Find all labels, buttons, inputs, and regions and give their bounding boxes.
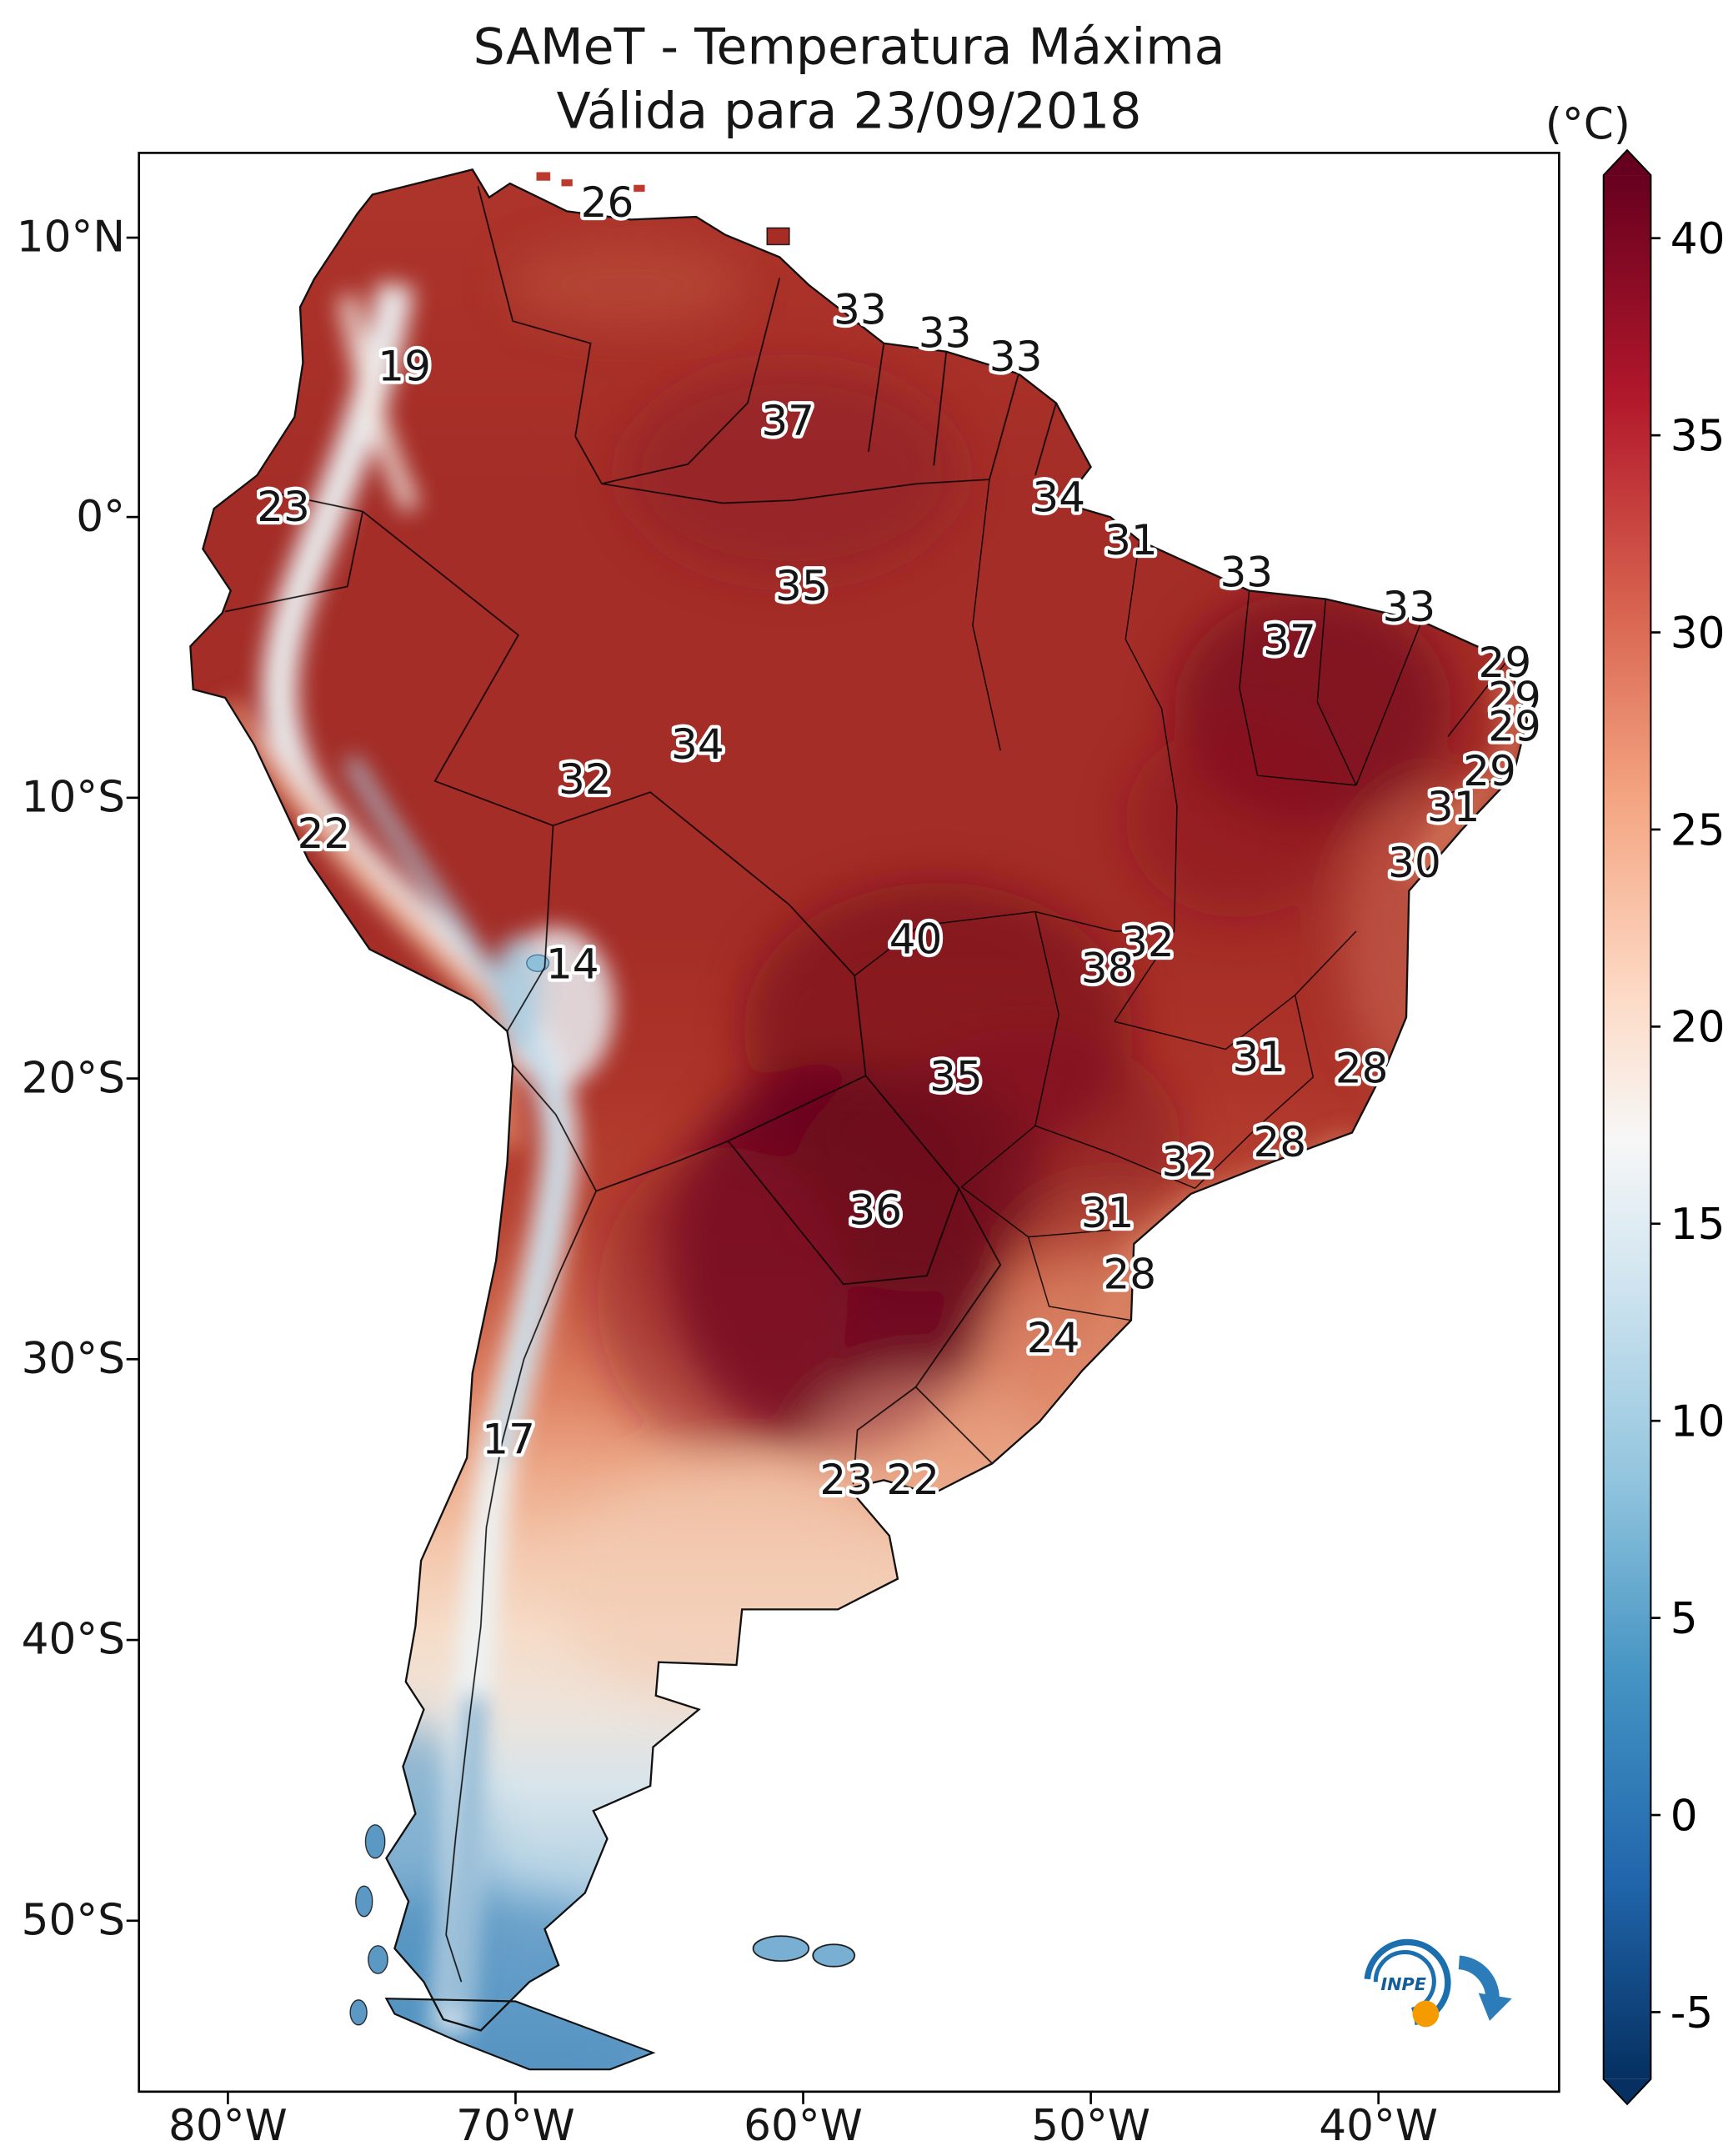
temperature-value-label: 32 [1161,1137,1215,1186]
y-axis-tick-label: 10°S [21,772,126,823]
temperature-value-label: 35 [775,562,829,610]
islands-and-lakes [349,172,856,2026]
falkland-islands [752,1935,810,1962]
temperature-value-label: 34 [671,720,724,769]
y-axis-tick-label: 30°S [21,1334,126,1385]
temperature-value-label: 23 [819,1456,873,1504]
colorbar-tick-label: 10 [1670,1397,1723,1447]
temperature-value-label: 37 [1263,616,1316,664]
colorbar-tick-label: 0 [1670,1791,1698,1841]
plot-frame [138,152,1560,2093]
inpe-logo-text: INPE [1380,1974,1426,1994]
colorbar-tick-label: 15 [1670,1200,1723,1250]
temperature-value-label: 14 [546,940,599,989]
temperature-value-label: 31 [1232,1033,1285,1081]
temperature-value-label: 37 [761,397,814,445]
inpe-logo-arrow [1458,1955,1500,2003]
figure-title: SAMeT - Temperatura Máxima [473,19,1225,77]
temperature-value-label: 31 [1104,516,1158,564]
temperature-value-label: 33 [989,333,1043,381]
temperature-value-label: 31 [1081,1189,1134,1237]
temperature-value-label: 30 [1388,839,1441,887]
temperature-value-label: 19 [378,343,431,391]
colorbar-tick-label: -5 [1670,1988,1714,2038]
y-axis-tick-label: 50°S [21,1895,126,1946]
state-borders [854,479,1514,1321]
tierra-del-fuego-outline [384,1998,656,2071]
colorbar-tick-label: 35 [1670,411,1723,461]
temperature-value-label: 32 [1121,918,1175,966]
temperature-value-label: 38 [1081,945,1134,993]
colorbar-gradient-bar [1603,175,1651,2079]
temperature-value-label: 35 [929,1053,983,1101]
colorbar-ticks: 40 35 30 25 20 15 10 5 0 -5 [1650,214,1723,2038]
x-axis-tick-label: 70°W [456,2101,575,2152]
falkland-islands [812,1943,856,1968]
temperature-value-label: 40 [889,915,943,964]
colorbar-tick-label: 20 [1670,1003,1723,1053]
temperature-value-label: 31 [1427,783,1480,831]
y-axis-tick-label: 0° [76,492,126,543]
country-borders [224,186,1057,1983]
y-axis-tick-label: 40°S [21,1615,126,1666]
temperature-value-label: 34 [1032,473,1085,521]
figure-subtitle: Válida para 23/09/2018 [556,83,1142,141]
colorbar-tick-label: 40 [1670,214,1723,264]
colorbar-top-arrow [1603,150,1651,176]
temperature-value-label: 33 [919,309,972,358]
temperature-value-label: 24 [1027,1314,1080,1362]
colorbar: 40 35 30 25 20 15 10 5 0 -5 [1602,148,1723,2106]
temperature-value-label: 33 [834,285,887,333]
temperature-value-label: 28 [1103,1250,1156,1298]
x-axis-tick-label: 40°W [1319,2101,1439,2152]
temperature-value-label: 29 [1488,703,1541,751]
continent-outline [189,168,1529,2032]
axis-tick-marks [126,236,1380,2104]
colorbar-outline [1602,148,1652,2106]
temperature-value-label: 26 [581,178,634,227]
temperature-value-label: 29 [1479,639,1532,687]
x-axis-tick-label: 60°W [744,2101,863,2152]
x-axis-tick-label: 50°W [1031,2101,1150,2152]
x-axis-tick-label: 80°W [168,2101,288,2152]
lake-titicaca [526,954,550,972]
temperature-value-label: 23 [257,483,310,531]
temperature-value-label: 28 [1335,1045,1389,1093]
y-axis-tick-label: 10°N [16,213,126,263]
inpe-logo: INPE [1364,1938,1512,2028]
temperature-value-label: 29 [1488,674,1541,722]
temperature-value-label: 33 [1383,583,1436,631]
colorbar-bottom-arrow [1603,2078,1651,2104]
y-axis-tick-label: 20°S [21,1053,126,1104]
colorbar-tick-label: 30 [1670,609,1723,659]
colorbar-unit-label: (°C) [1545,100,1630,151]
temperature-value-label: 36 [849,1186,902,1235]
colorbar-tick-label: 5 [1670,1594,1698,1644]
temperature-value-label: 33 [1220,548,1273,596]
temperature-value-label: 28 [1253,1118,1306,1166]
colorbar-tick-label: 25 [1670,805,1723,855]
temperature-value-label: 32 [558,755,612,804]
inpe-logo-orange-dot [1412,2000,1440,2028]
temperature-value-label: 29 [1463,747,1516,795]
temperature-value-label: 17 [482,1416,535,1464]
temperature-field [190,169,1528,2070]
temperature-value-label: 22 [886,1456,939,1504]
temperature-value-label: 22 [298,810,351,858]
